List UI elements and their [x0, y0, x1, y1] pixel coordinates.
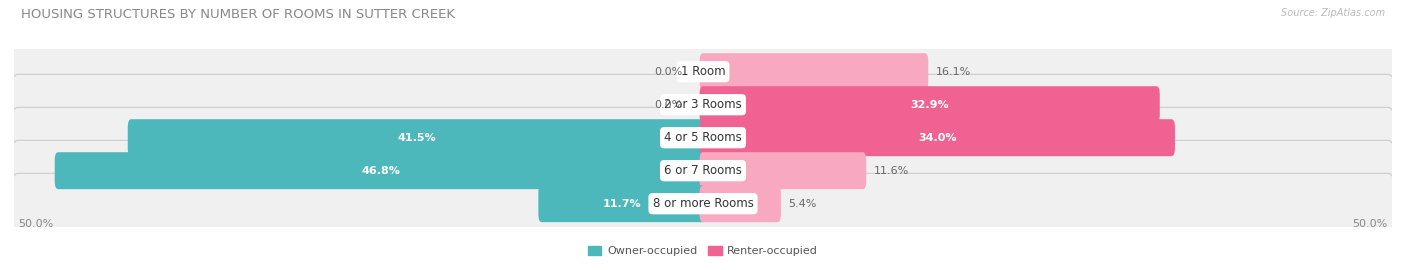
- Text: 0.0%: 0.0%: [654, 67, 682, 77]
- Text: HOUSING STRUCTURES BY NUMBER OF ROOMS IN SUTTER CREEK: HOUSING STRUCTURES BY NUMBER OF ROOMS IN…: [21, 8, 456, 21]
- Text: 6 or 7 Rooms: 6 or 7 Rooms: [664, 164, 742, 177]
- FancyBboxPatch shape: [700, 152, 866, 189]
- Text: 50.0%: 50.0%: [18, 219, 53, 229]
- FancyBboxPatch shape: [538, 185, 706, 222]
- Legend: Owner-occupied, Renter-occupied: Owner-occupied, Renter-occupied: [583, 241, 823, 261]
- Text: 16.1%: 16.1%: [936, 67, 972, 77]
- Text: Source: ZipAtlas.com: Source: ZipAtlas.com: [1281, 8, 1385, 18]
- Text: 1 Room: 1 Room: [681, 65, 725, 78]
- Text: 4 or 5 Rooms: 4 or 5 Rooms: [664, 131, 742, 144]
- FancyBboxPatch shape: [11, 41, 1395, 102]
- Text: 46.8%: 46.8%: [361, 166, 401, 176]
- Text: 11.6%: 11.6%: [875, 166, 910, 176]
- Text: 41.5%: 41.5%: [398, 133, 436, 143]
- Text: 34.0%: 34.0%: [918, 133, 956, 143]
- Text: 5.4%: 5.4%: [789, 199, 817, 209]
- FancyBboxPatch shape: [700, 86, 1160, 123]
- Text: 50.0%: 50.0%: [1353, 219, 1388, 229]
- FancyBboxPatch shape: [11, 74, 1395, 135]
- Text: 0.0%: 0.0%: [654, 100, 682, 110]
- FancyBboxPatch shape: [11, 140, 1395, 201]
- Text: 11.7%: 11.7%: [603, 199, 641, 209]
- Text: 2 or 3 Rooms: 2 or 3 Rooms: [664, 98, 742, 111]
- FancyBboxPatch shape: [700, 53, 928, 90]
- FancyBboxPatch shape: [700, 119, 1175, 156]
- FancyBboxPatch shape: [55, 152, 706, 189]
- FancyBboxPatch shape: [128, 119, 706, 156]
- FancyBboxPatch shape: [700, 185, 780, 222]
- FancyBboxPatch shape: [11, 107, 1395, 168]
- Text: 8 or more Rooms: 8 or more Rooms: [652, 197, 754, 210]
- Text: 32.9%: 32.9%: [910, 100, 949, 110]
- FancyBboxPatch shape: [11, 173, 1395, 234]
